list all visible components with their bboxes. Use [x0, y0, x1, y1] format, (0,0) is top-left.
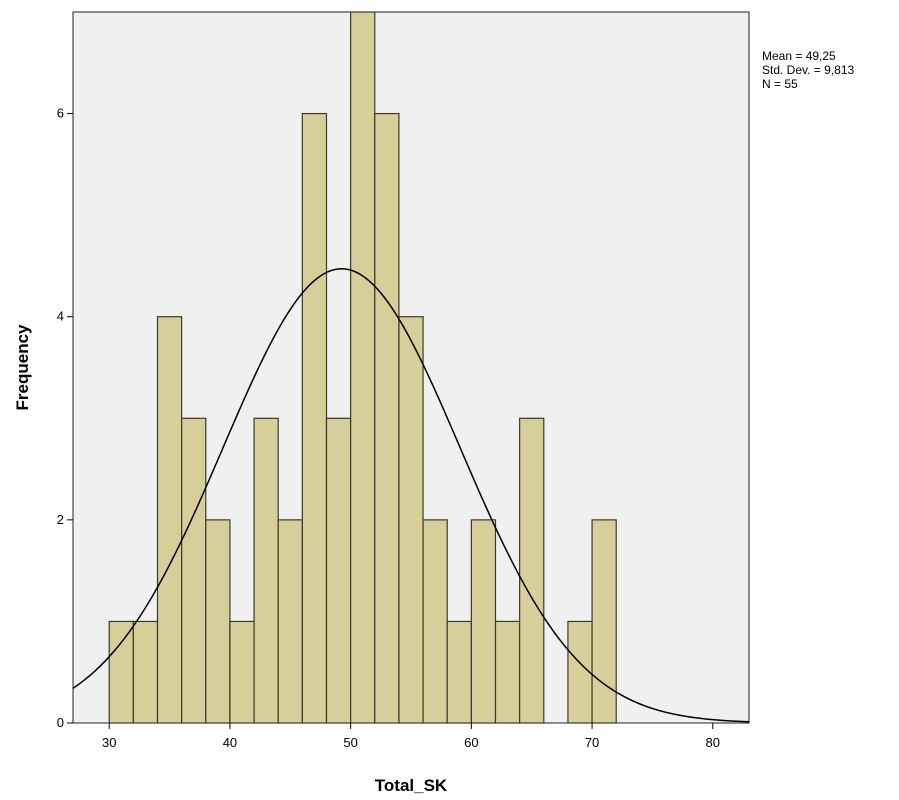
x-tick-label-70: 70 [585, 735, 599, 750]
x-tick-label-80: 80 [706, 735, 720, 750]
histogram-bar-30 [108, 620, 134, 724]
histogram-bar-48 [325, 417, 352, 724]
histogram-bar-40 [229, 620, 255, 724]
histogram-bar-36 [181, 417, 207, 724]
stats-n: N = 55 [762, 77, 798, 91]
x-tick-label-60: 60 [464, 735, 478, 750]
histogram-bar-52 [374, 112, 400, 724]
histogram-bar-32 [132, 620, 159, 724]
x-axis-title: Total_SK [375, 776, 448, 795]
histogram-bar-38 [205, 519, 231, 724]
stats-std-dev: Std. Dev. = 9,813 [762, 63, 854, 77]
histogram-bar-42 [253, 417, 279, 724]
histogram-bar-54 [398, 316, 424, 724]
histogram-bar-64 [519, 417, 545, 724]
histogram-bar-58 [446, 620, 472, 724]
histogram-bar-34 [156, 316, 183, 724]
histogram-bar-70 [591, 519, 617, 724]
x-axis: 30 40 50 60 70 80 [102, 723, 720, 750]
histogram-bar-46 [301, 112, 328, 724]
histogram-bar-62 [494, 620, 521, 724]
x-tick-label-50: 50 [343, 735, 357, 750]
histogram-bar-44 [277, 519, 303, 724]
y-tick-label-2: 2 [57, 512, 64, 527]
x-tick-label-40: 40 [223, 735, 237, 750]
histogram-bar-60 [470, 519, 497, 724]
y-axis: 0 2 4 6 [57, 106, 73, 730]
bars-group [108, 11, 617, 724]
stats-mean: Mean = 49,25 [762, 49, 836, 63]
histogram-bar-56 [422, 519, 448, 724]
y-tick-label-6: 6 [57, 106, 64, 121]
y-tick-label-4: 4 [57, 309, 64, 324]
stats-legend: Mean = 49,25 Std. Dev. = 9,813 N = 55 [762, 49, 854, 91]
normal-curve [72, 268, 750, 723]
y-tick-label-0: 0 [57, 715, 64, 730]
y-axis-title: Frequency [13, 324, 32, 411]
histogram-bar-50 [350, 11, 376, 724]
x-tick-label-30: 30 [102, 735, 116, 750]
histogram-bar-68 [567, 620, 593, 724]
